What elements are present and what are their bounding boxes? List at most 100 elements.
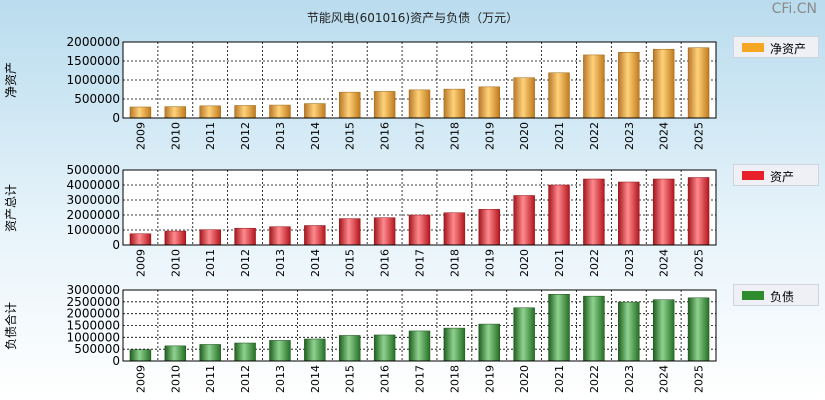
y-tick-label-liabilities: 1500000	[67, 319, 120, 333]
x-tick-label-assets: 2014	[309, 249, 322, 277]
x-tick-label-assets: 2023	[623, 249, 636, 277]
legend-assets: 资产	[733, 164, 819, 186]
x-tick-label-net-assets: 2017	[414, 122, 427, 150]
bar-liabilities-2025	[687, 297, 710, 362]
y-tick-label-assets: 0	[112, 238, 120, 252]
bar-liabilities-2014	[304, 338, 326, 362]
x-tick-label-liabilities: 2017	[414, 365, 427, 393]
bar-liabilities-2012	[234, 342, 256, 362]
x-tick-label-liabilities: 2010	[169, 365, 182, 393]
bar-net-assets-2010	[164, 106, 187, 119]
bar-assets-2018	[443, 212, 466, 246]
y-tick-label-assets: 3000000	[67, 193, 120, 207]
bar-liabilities-2018	[443, 327, 466, 362]
legend-swatch-net-assets	[742, 43, 764, 52]
legend-label-liabilities: 负债	[770, 290, 795, 304]
x-tick-label-assets: 2009	[134, 249, 147, 277]
x-tick-label-net-assets: 2019	[483, 122, 496, 150]
bar-net-assets-2018	[443, 88, 466, 119]
x-tick-label-liabilities: 2024	[658, 365, 671, 393]
x-tick-label-liabilities: 2016	[379, 365, 392, 393]
bar-liabilities-2020	[513, 307, 535, 362]
y-tick-label-net-assets: 0	[112, 111, 120, 125]
bar-assets-2019	[478, 209, 500, 246]
bar-net-assets-2020	[513, 77, 535, 119]
x-tick-label-liabilities: 2019	[483, 365, 496, 393]
bar-net-assets-2019	[478, 86, 500, 119]
bar-net-assets-2015	[339, 91, 361, 119]
x-tick-label-net-assets: 2024	[658, 122, 671, 150]
x-tick-label-assets: 2016	[379, 249, 392, 277]
bar-assets-2014	[304, 225, 326, 246]
bar-net-assets-2024	[652, 48, 675, 119]
bar-liabilities-2011	[199, 344, 221, 362]
bar-assets-2012	[234, 227, 256, 246]
x-tick-label-liabilities: 2012	[239, 365, 252, 393]
y-tick-label-assets: 5000000	[67, 163, 120, 177]
legend-label-net-assets: 净资产	[770, 42, 807, 56]
y-tick-label-assets: 2000000	[67, 208, 120, 222]
bar-liabilities-2019	[478, 323, 500, 362]
bar-assets-2021	[548, 184, 570, 246]
x-tick-label-assets: 2020	[518, 249, 531, 277]
x-tick-label-liabilities: 2022	[588, 365, 601, 393]
x-tick-label-net-assets: 2022	[588, 122, 601, 150]
plot-frame-liabilities	[122, 289, 717, 362]
x-tick-label-assets: 2025	[693, 249, 706, 277]
bar-assets-2023	[618, 181, 640, 246]
x-tick-label-assets: 2021	[553, 249, 566, 277]
y-tick-label-liabilities: 2000000	[67, 307, 120, 321]
y-tick-label-liabilities: 500000	[74, 342, 120, 356]
bar-assets-2009	[129, 233, 152, 246]
plot-frame-assets	[122, 169, 717, 246]
y-tick-label-net-assets: 500000	[74, 92, 120, 106]
x-tick-label-assets: 2024	[658, 249, 671, 277]
x-tick-label-liabilities: 2025	[693, 365, 706, 393]
bar-assets-2013	[269, 226, 291, 246]
x-tick-label-assets: 2018	[448, 249, 461, 277]
x-tick-label-assets: 2022	[588, 249, 601, 277]
y-axis-title-assets: 资产总计	[4, 184, 18, 232]
bar-net-assets-2009	[129, 106, 152, 119]
legend-liabilities: 负债	[733, 284, 819, 306]
bar-liabilities-2022	[583, 295, 605, 362]
bar-net-assets-2016	[373, 91, 396, 119]
bar-net-assets-2011	[199, 105, 221, 119]
chart-title: 节能风电(601016)资产与负债（万元）	[306, 11, 519, 25]
watermark: CFi.CN	[771, 1, 817, 17]
bar-liabilities-2021	[548, 294, 570, 362]
bar-net-assets-2025	[687, 47, 710, 119]
x-tick-label-net-assets: 2011	[204, 122, 217, 150]
y-axis-title-net-assets: 净资产	[4, 62, 18, 98]
legend-swatch-liabilities	[742, 291, 764, 300]
x-tick-label-assets: 2010	[169, 249, 182, 277]
y-tick-label-assets: 4000000	[67, 178, 120, 192]
bar-liabilities-2023	[618, 301, 640, 362]
bar-assets-2015	[339, 218, 361, 246]
bar-assets-2025	[687, 177, 710, 246]
bar-liabilities-2015	[339, 335, 361, 362]
y-tick-label-liabilities: 0	[112, 354, 120, 368]
x-tick-label-net-assets: 2018	[448, 122, 461, 150]
x-tick-label-net-assets: 2010	[169, 122, 182, 150]
y-tick-label-liabilities: 3000000	[67, 283, 120, 297]
bar-net-assets-2022	[583, 54, 605, 119]
legend-label-assets: 资产	[770, 170, 795, 184]
x-tick-label-net-assets: 2015	[344, 122, 357, 150]
plot-frame-net-assets	[122, 41, 717, 119]
bar-net-assets-2021	[548, 72, 570, 119]
bar-liabilities-2016	[373, 334, 396, 362]
x-tick-label-assets: 2013	[274, 249, 287, 277]
bar-liabilities-2010	[164, 345, 187, 362]
x-tick-label-liabilities: 2015	[344, 365, 357, 393]
legend-net-assets: 净资产	[733, 36, 819, 58]
bar-net-assets-2012	[234, 105, 256, 119]
x-tick-label-liabilities: 2013	[274, 365, 287, 393]
legend-swatch-assets	[742, 171, 764, 180]
bar-liabilities-2009	[129, 349, 152, 362]
y-tick-label-liabilities: 1000000	[67, 330, 120, 344]
x-tick-label-net-assets: 2020	[518, 122, 531, 150]
y-tick-label-net-assets: 1000000	[67, 73, 120, 87]
